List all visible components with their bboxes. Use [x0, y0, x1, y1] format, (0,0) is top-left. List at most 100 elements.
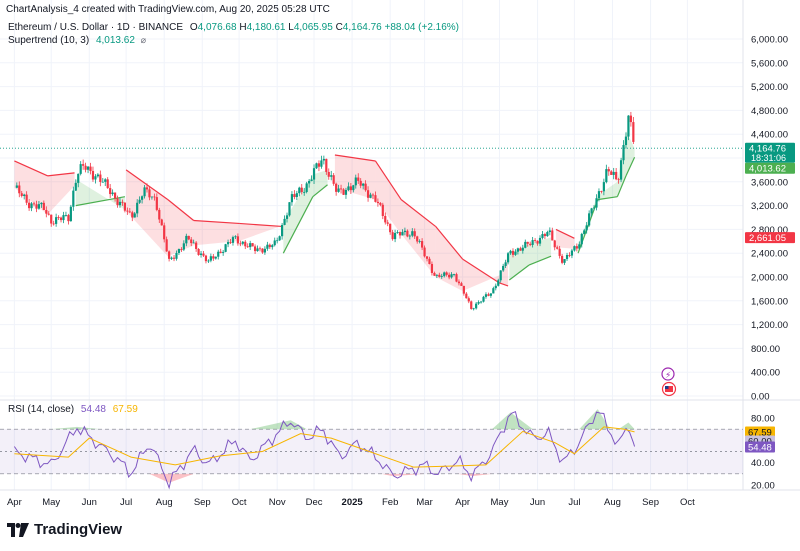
candle-body	[615, 171, 618, 180]
time-axis-tick-label: Aug	[156, 497, 173, 508]
supertrend-fill	[401, 199, 436, 277]
candle-body	[158, 209, 161, 220]
supertrend-fill	[555, 229, 575, 249]
candle-body	[224, 244, 227, 252]
candle-body	[244, 241, 247, 247]
supertrend-line-segment	[616, 175, 627, 197]
candle-body	[271, 245, 274, 248]
supertrend-line-segment	[374, 160, 402, 200]
candle-body	[529, 243, 532, 245]
candle-body	[113, 192, 117, 199]
candle-body	[30, 203, 33, 209]
rsi-value-badge-text: 67.59	[748, 428, 772, 439]
supertrend-fill	[75, 179, 125, 210]
supertrend-line-segment	[334, 154, 376, 162]
candle-body	[509, 250, 512, 254]
candle-body	[99, 174, 102, 182]
price-label-bg	[745, 162, 795, 174]
price-axis-tick-label: 3,600.00	[751, 177, 788, 188]
price-axis-tick-label: 3,200.00	[751, 201, 788, 212]
candle-body	[140, 196, 144, 200]
candle-body	[74, 182, 77, 191]
candle-body	[386, 222, 389, 224]
rsi-oversold-fill	[381, 473, 393, 477]
candle-body	[84, 165, 87, 170]
candle-body	[553, 240, 556, 248]
candle-body	[521, 247, 524, 251]
supertrend-fill	[47, 172, 75, 215]
candle-body	[111, 192, 114, 195]
time-axis-tick-label: Feb	[382, 497, 398, 508]
candle-body	[632, 122, 635, 142]
supertrend-legend[interactable]: Supertrend (10, 3) 4,013.62 ⌀	[8, 35, 146, 46]
rsi-axis-tick-label: 40.00	[751, 458, 775, 469]
candle-body	[77, 173, 80, 183]
candle-body	[322, 158, 325, 161]
candle-body	[32, 203, 36, 205]
candle-body	[339, 188, 343, 190]
candle-body	[327, 171, 330, 177]
rsi-label[interactable]: RSI (14, close)	[8, 404, 75, 415]
rsi-overbought-fill	[579, 409, 598, 430]
price-axis-tick-label: 0.00	[751, 392, 770, 403]
candle-body	[40, 202, 43, 205]
supertrend-fill	[312, 169, 328, 197]
candle-body	[133, 213, 136, 218]
visibility-toggle-icon[interactable]: ⌀	[140, 35, 147, 45]
candle-body	[536, 240, 539, 244]
candle-body	[35, 204, 38, 209]
supertrend-fill	[597, 181, 618, 200]
low-label: L	[288, 22, 294, 33]
rsi-axis-tick-label: 20.00	[751, 481, 775, 492]
time-axis-tick-label: Apr	[455, 497, 470, 508]
time-axis-tick-label: Jun	[82, 497, 97, 508]
candle-body	[514, 251, 517, 255]
candle-body	[219, 251, 222, 253]
candle-body	[489, 293, 492, 296]
candle-body	[62, 215, 65, 221]
candle-body	[239, 243, 242, 245]
candle-body	[163, 225, 166, 240]
candle-body	[526, 241, 529, 244]
candle-body	[435, 274, 438, 276]
candle-body	[366, 190, 370, 198]
price-axis-tick-label: 2,000.00	[751, 273, 788, 284]
candle-body	[416, 236, 419, 242]
candle-body	[310, 179, 313, 181]
rsi-overbought-fill	[290, 420, 307, 430]
candle-body	[116, 198, 119, 206]
candle-body	[531, 240, 534, 245]
time-axis-tick-label: Jul	[568, 497, 580, 508]
candle-body	[610, 171, 613, 175]
candle-body	[605, 169, 608, 183]
supertrend-label[interactable]: Supertrend (10, 3)	[8, 35, 90, 46]
candle-body	[492, 288, 495, 294]
rsi-legend[interactable]: RSI (14, close) 54.48 67.59	[8, 404, 138, 415]
candle-body	[126, 210, 129, 212]
candle-body	[281, 224, 284, 237]
candle-body	[462, 285, 465, 294]
candle-body	[499, 270, 502, 281]
supertrend-line-segment	[508, 264, 530, 281]
candle-body	[440, 276, 443, 277]
candle-body	[222, 251, 225, 253]
candle-body	[268, 244, 271, 248]
candle-body	[263, 248, 267, 253]
candle-body	[303, 191, 306, 193]
symbol-name[interactable]: Ethereum / U.S. Dollar · 1D · BINANCE	[8, 22, 184, 33]
candle-body	[305, 183, 308, 192]
rsi-overbought-fill	[77, 426, 101, 430]
candle-body	[408, 235, 411, 237]
symbol-legend[interactable]: Ethereum / U.S. Dollar · 1D · BINANCE O4…	[8, 22, 459, 33]
candle-body	[283, 218, 286, 225]
candle-body	[197, 248, 200, 255]
rsi-oversold-fill	[149, 473, 170, 483]
candle-body	[379, 203, 382, 205]
candle-body	[180, 249, 183, 250]
time-axis-tick-label: Jun	[530, 497, 545, 508]
candle-body	[600, 191, 603, 192]
candle-body	[506, 253, 510, 263]
candle-body	[497, 280, 500, 286]
